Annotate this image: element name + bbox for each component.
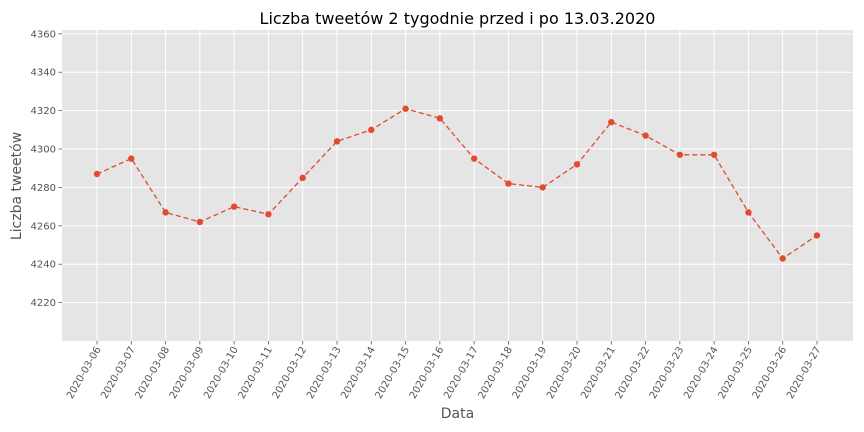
x-tick-label: 2020-03-23 [648,345,687,401]
y-tick-label: 4360 [31,29,56,40]
x-axis-label: Data [441,406,474,422]
x-tick-label: 2020-03-09 [168,345,207,401]
data-point [299,174,306,182]
x-tick-label: 2020-03-12 [271,345,310,401]
chart-title: Liczba tweetów 2 tygodnie przed i po 13.… [260,9,656,28]
y-axis-label: Liczba tweetów [9,132,25,240]
y-tick-label: 4240 [31,260,56,271]
x-tick-label: 2020-03-22 [614,345,653,401]
data-point [505,180,512,187]
y-tick-label: 4280 [31,183,56,194]
data-point [676,151,684,158]
series-line [96,107,818,260]
data-point [470,155,478,162]
y-tick-label: 4260 [31,221,56,232]
x-tick-label: 2020-03-07 [99,345,138,401]
data-point [230,203,238,210]
data-point [402,105,409,112]
data-point [333,138,341,145]
data-point [128,155,135,162]
data-point [265,211,272,218]
x-tick-label: 2020-03-08 [134,345,173,401]
data-point [710,151,718,158]
x-tick-label: 2020-03-14 [339,345,378,401]
data-point [539,184,546,191]
x-tick-label: 2020-03-16 [408,345,447,401]
x-tick-label: 2020-03-27 [785,345,824,401]
x-tick-label: 2020-03-21 [579,345,618,401]
x-tick-label: 2020-03-20 [545,345,584,401]
y-tick-label: 4320 [31,106,56,117]
data-point [642,132,649,139]
x-tick-label: 2020-03-17 [442,345,481,401]
data-point [745,209,752,216]
x-tick-label: 2020-03-19 [511,345,550,401]
data-point [368,126,375,134]
data-point [93,170,101,178]
x-tick-label: 2020-03-13 [305,345,344,401]
series [93,105,821,262]
x-tick-label: 2020-03-26 [751,345,790,401]
plot-background [62,30,853,341]
x-tick-label: 2020-03-10 [202,345,241,401]
data-point [162,209,169,216]
y-tick-label: 4340 [31,68,56,79]
y-tick-label: 4220 [31,298,56,309]
x-tick-label: 2020-03-18 [476,345,515,401]
x-tick-label: 2020-03-06 [65,345,104,401]
data-point [779,255,786,262]
x-tick-label: 2020-03-15 [374,345,413,401]
data-point [608,118,615,126]
y-tick-label: 4300 [31,145,56,156]
data-point [436,115,444,122]
x-tick-label: 2020-03-25 [716,345,755,401]
data-point [196,218,204,226]
data-point [813,232,821,239]
x-tick-label: 2020-03-24 [682,345,721,401]
data-point [573,161,581,168]
grid [62,30,853,341]
x-tick-label: 2020-03-11 [236,345,275,401]
